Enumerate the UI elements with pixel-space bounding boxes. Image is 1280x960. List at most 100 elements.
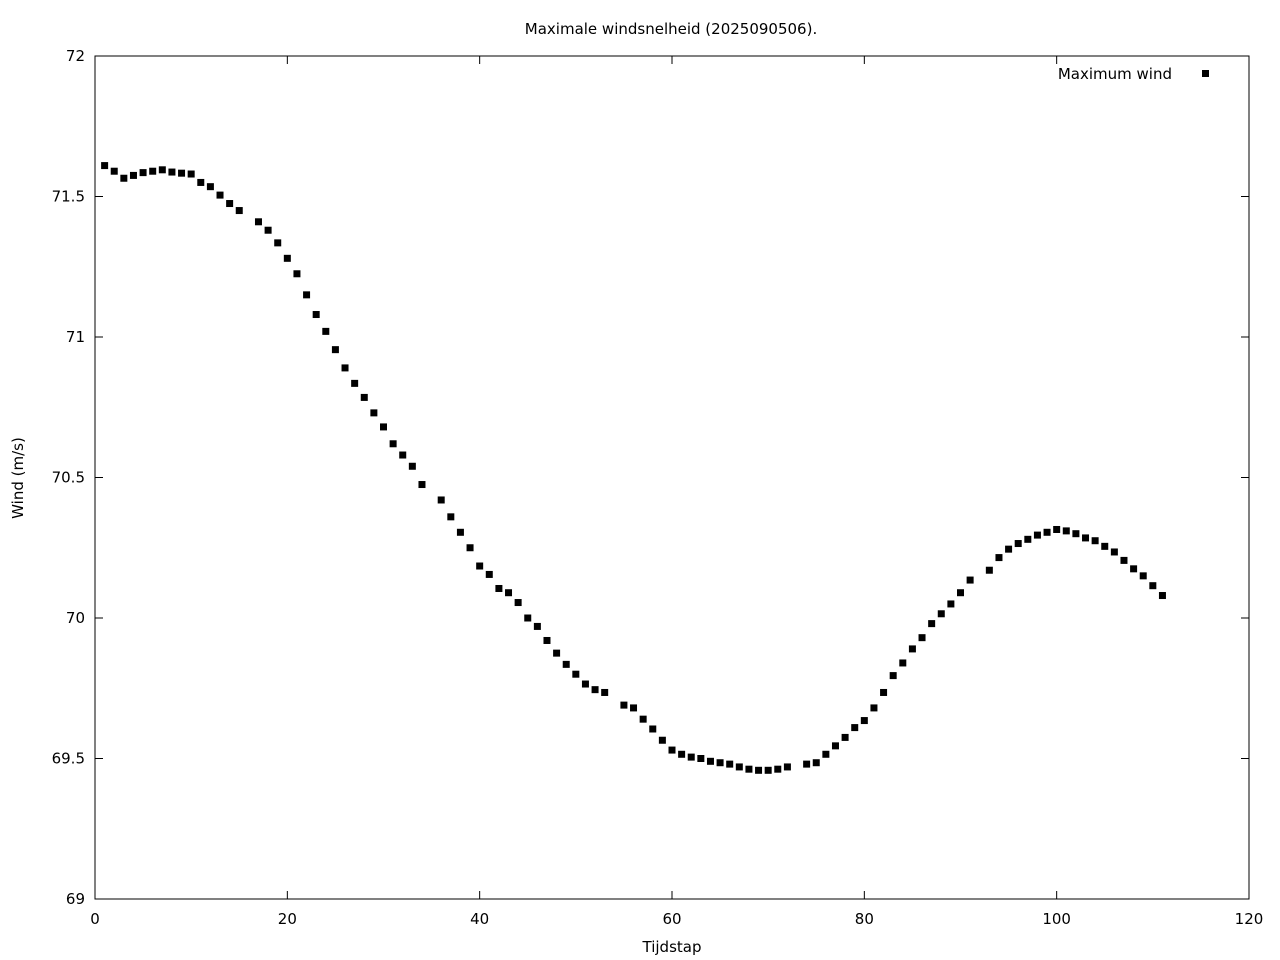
data-point xyxy=(476,562,484,570)
data-point xyxy=(957,589,964,597)
data-point xyxy=(533,622,541,630)
legend: Maximum wind xyxy=(1058,65,1209,83)
x-tick-label: 80 xyxy=(855,910,874,928)
data-point xyxy=(822,750,830,758)
y-tick-label: 70 xyxy=(66,609,85,627)
data-point xyxy=(1149,582,1157,590)
y-tick-label: 71 xyxy=(66,328,85,346)
data-point xyxy=(495,584,503,592)
legend-label: Maximum wind xyxy=(1058,65,1172,83)
x-tick-label: 40 xyxy=(470,910,489,928)
data-point xyxy=(687,753,695,761)
chart-title: Maximale windsnelheid (2025090506). xyxy=(525,20,817,38)
data-point xyxy=(1082,534,1090,542)
data-point xyxy=(168,168,176,176)
data-point xyxy=(216,191,224,199)
data-point xyxy=(101,162,109,170)
data-point xyxy=(129,171,137,179)
data-point xyxy=(639,715,647,723)
data-point xyxy=(399,451,407,459)
data-point xyxy=(880,688,888,696)
data-point xyxy=(601,688,609,696)
data-point xyxy=(514,599,522,607)
data-point xyxy=(553,649,561,657)
data-point xyxy=(649,725,657,733)
data-point xyxy=(995,554,1003,562)
data-point xyxy=(726,760,734,768)
legend-marker xyxy=(1202,70,1209,77)
data-point xyxy=(1139,572,1147,580)
data-point xyxy=(1024,535,1032,543)
y-axis-label: Wind (m/s) xyxy=(9,437,27,519)
data-point xyxy=(312,311,320,319)
x-axis-label: Tijdstap xyxy=(642,938,702,956)
data-point xyxy=(928,620,936,628)
data-point xyxy=(581,680,589,688)
data-point xyxy=(370,409,378,417)
data-point xyxy=(437,496,445,504)
data-point xyxy=(274,239,282,247)
data-point xyxy=(716,759,724,767)
data-point xyxy=(418,481,426,489)
data-point xyxy=(870,704,878,712)
data-point xyxy=(360,393,368,401)
data-point xyxy=(524,614,532,622)
data-point xyxy=(254,218,262,226)
data-point xyxy=(197,178,205,186)
data-point xyxy=(1091,537,1099,545)
axis-ticks xyxy=(94,55,1250,900)
data-point xyxy=(889,672,897,680)
data-point xyxy=(341,364,349,372)
data-point xyxy=(389,440,397,448)
data-point xyxy=(755,766,763,774)
axis-tick-labels: 0 20 40 60 80 100 120 69 69.5 70 70.5 71 71.5 72 xyxy=(52,47,1264,928)
y-tick-label: 70.5 xyxy=(52,469,85,487)
data-point xyxy=(264,226,272,234)
data-point xyxy=(706,757,714,765)
y-tick-label: 72 xyxy=(66,47,85,65)
data-point xyxy=(293,270,301,278)
data-point xyxy=(149,167,157,175)
data-point xyxy=(783,763,791,771)
data-point xyxy=(966,576,974,584)
data-point xyxy=(630,704,638,712)
data-point xyxy=(235,207,243,215)
data-point xyxy=(322,327,330,335)
y-tick-label: 69.5 xyxy=(52,750,85,768)
data-point xyxy=(803,760,811,768)
data-point xyxy=(697,755,705,762)
data-point xyxy=(562,660,570,668)
data-point xyxy=(303,291,311,299)
data-point xyxy=(591,686,599,694)
data-point xyxy=(812,759,820,767)
data-point xyxy=(351,379,359,387)
data-point xyxy=(1158,592,1166,600)
data-point xyxy=(860,717,868,725)
data-point xyxy=(1130,565,1138,573)
data-point xyxy=(505,589,513,597)
data-point xyxy=(178,169,186,177)
data-point xyxy=(678,750,686,758)
x-tick-label: 100 xyxy=(1042,910,1071,928)
data-point xyxy=(1072,530,1080,538)
data-point xyxy=(1053,525,1061,533)
data-point xyxy=(1014,540,1022,548)
data-point xyxy=(908,645,916,653)
data-point xyxy=(774,765,782,773)
data-point xyxy=(1101,542,1109,550)
data-point xyxy=(158,166,166,174)
data-point xyxy=(668,746,676,754)
data-point xyxy=(831,742,839,750)
x-tick-label: 120 xyxy=(1235,910,1264,928)
data-point xyxy=(187,170,195,178)
data-point xyxy=(572,670,580,678)
data-point xyxy=(206,183,214,191)
data-point xyxy=(543,636,551,644)
data-points xyxy=(101,162,1166,774)
x-tick-label: 60 xyxy=(662,910,681,928)
x-tick-label: 0 xyxy=(90,910,100,928)
data-point xyxy=(1062,527,1070,535)
data-point xyxy=(466,544,474,552)
